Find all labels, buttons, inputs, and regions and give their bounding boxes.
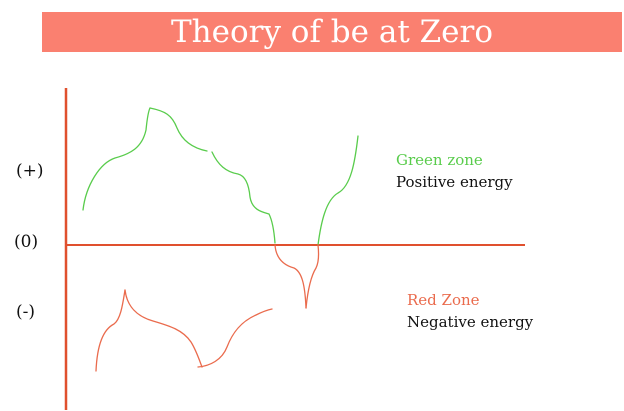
red-zone-description-text: Negative energy	[407, 313, 534, 331]
red-curve-segment-1	[95, 289, 126, 372]
diagram-title: Theory of be at Zero	[170, 14, 494, 50]
red-zone-description: Negative energy	[407, 313, 533, 331]
green-zone-title-text: Green zone	[396, 151, 483, 169]
green-zone-description: Positive energy	[396, 173, 513, 191]
green-curve-segment-2	[149, 107, 208, 152]
positive-level-label: (+)	[16, 161, 44, 181]
red-dip-segment-2	[305, 244, 320, 309]
negative-level-label: (-)	[16, 302, 36, 322]
red-dip-curve	[274, 244, 320, 309]
green-zone-description-text: Positive energy	[396, 173, 513, 191]
red-dip-segment-1	[274, 244, 307, 309]
zero-level-label: (0)	[14, 232, 39, 252]
green-curve-segment-3	[211, 151, 276, 244]
red-curve-segment-3	[197, 308, 273, 368]
title-banner: Theory of be at Zero	[42, 12, 622, 52]
green-curve-segment-1	[82, 107, 151, 211]
green-energy-curve	[82, 107, 359, 246]
green-zone-title: Green zone	[396, 151, 483, 169]
red-zone-title-text: Red Zone	[407, 291, 480, 309]
red-curve-segment-2	[124, 289, 203, 368]
red-zone-title: Red Zone	[407, 291, 480, 309]
red-energy-curve	[95, 289, 273, 372]
green-curve-segment-4	[317, 135, 359, 246]
